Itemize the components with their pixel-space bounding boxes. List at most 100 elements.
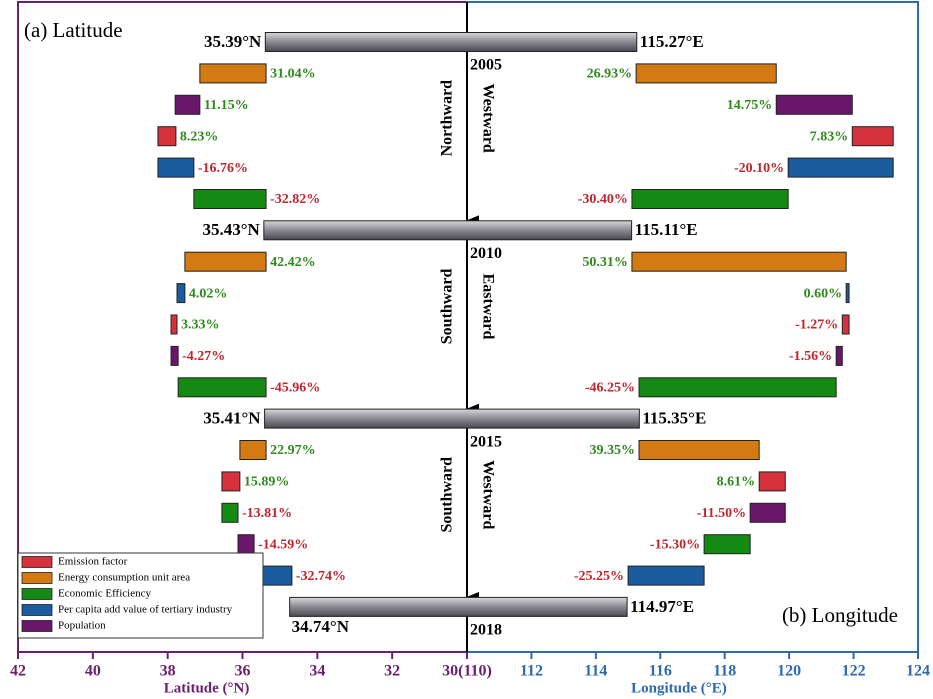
segment-label: -20.10% — [734, 161, 784, 176]
segment-bar — [184, 251, 267, 272]
segment-bar — [157, 126, 177, 147]
segment-label: -11.50% — [697, 506, 746, 521]
segment-label: -4.27% — [182, 349, 225, 364]
x-tick-label: 40 — [85, 663, 101, 680]
legend-swatch — [21, 588, 53, 600]
segment-bar — [851, 126, 894, 147]
segment-bar — [237, 534, 255, 555]
segment-bar — [835, 345, 843, 366]
x-tick-label: 122 — [842, 663, 866, 680]
panel-title: (a) Latitude — [24, 18, 123, 42]
legend-label: Per capita add value of tertiary industr… — [58, 604, 233, 616]
direction-label: Northward — [439, 80, 456, 157]
axis-title: Longitude (°E) — [631, 680, 727, 696]
segment-label: 3.33% — [181, 318, 220, 333]
segment-label: -15.30% — [650, 537, 700, 552]
legend-swatch — [21, 556, 53, 568]
segment-label: 8.23% — [180, 129, 219, 144]
segment-bar — [199, 63, 267, 84]
segment-label: 7.83% — [810, 129, 849, 144]
segment-label: -16.76% — [198, 161, 248, 176]
segment-label: 8.61% — [717, 475, 756, 490]
total-label: 35.41°N — [203, 409, 261, 428]
segment-bar — [631, 189, 789, 209]
segment-label: 15.89% — [244, 475, 290, 490]
x-tick-label: 38 — [160, 663, 176, 680]
segment-bar — [176, 283, 186, 304]
legend-box — [17, 552, 264, 639]
x-tick-label: 36 — [235, 663, 251, 680]
segment-bar — [841, 314, 850, 335]
segment-label: 22.97% — [270, 443, 316, 458]
total-bar — [264, 408, 640, 429]
total-bar — [264, 32, 638, 52]
segment-label: -13.81% — [242, 506, 292, 521]
segment-label: 4.02% — [189, 286, 228, 301]
segment-label: -25.25% — [574, 569, 624, 584]
x-tick-label: 30(110) — [442, 663, 492, 680]
segment-label: -32.74% — [296, 569, 346, 584]
segment-label: -14.59% — [258, 537, 308, 552]
legend-label: Energy consumption unit area — [58, 572, 190, 584]
segment-bar — [787, 157, 894, 178]
year-label: 2005 — [470, 57, 502, 74]
segment-bar — [221, 502, 239, 523]
segment-bar — [758, 471, 786, 492]
direction-label: Westward — [479, 83, 496, 152]
legend-swatch — [21, 620, 53, 632]
x-tick-label: 32 — [384, 663, 400, 680]
total-label: 114.97°E — [630, 597, 694, 616]
x-tick-label: 116 — [649, 663, 672, 680]
segment-bar — [638, 377, 837, 398]
segment-label: 42.42% — [270, 255, 316, 270]
total-label: 115.11°E — [635, 220, 698, 239]
segment-bar — [174, 94, 201, 115]
direction-label: Southward — [439, 269, 456, 345]
legend-label: Economic Efficiency — [58, 588, 151, 600]
segment-bar — [635, 63, 777, 84]
direction-label: Westward — [479, 460, 496, 529]
legend-label: Emission factor — [58, 556, 128, 568]
segment-bar — [627, 565, 705, 586]
segment-bar — [239, 440, 267, 460]
x-tick-label: 34 — [309, 663, 325, 680]
segment-label: -46.25% — [585, 381, 635, 396]
segment-label: 14.75% — [727, 98, 773, 113]
segment-label: -1.27% — [795, 318, 838, 333]
segment-label: 50.31% — [582, 255, 628, 270]
segment-label: 26.93% — [587, 67, 633, 82]
legend-label: Population — [58, 620, 106, 632]
segment-bar — [845, 283, 850, 304]
total-bar — [263, 220, 633, 241]
x-tick-label: 112 — [520, 663, 543, 680]
segment-bar — [703, 534, 751, 555]
segment-label: 31.04% — [270, 67, 316, 82]
legend-swatch — [21, 604, 53, 616]
legend-swatch — [21, 572, 53, 584]
segment-label: -30.40% — [578, 192, 628, 207]
segment-bar — [775, 94, 853, 115]
total-bar — [289, 596, 628, 617]
legend: Emission factor Energy consumption unit a… — [17, 552, 264, 639]
segment-label: 39.35% — [590, 443, 636, 458]
total-label: 115.27°E — [640, 32, 704, 51]
axis-title: Latitude (°N) — [164, 680, 250, 696]
total-label: 35.39°N — [204, 32, 262, 51]
total-label: 115.35°E — [642, 409, 706, 428]
segment-bar — [749, 502, 786, 523]
x-tick-label: 124 — [906, 663, 930, 680]
year-label: 2018 — [470, 622, 502, 639]
year-label: 2015 — [470, 433, 502, 450]
panel-title: (b) Longitude — [782, 603, 898, 627]
segment-bar — [631, 251, 847, 272]
year-label: 2010 — [470, 245, 502, 262]
x-tick-label: 118 — [713, 663, 736, 680]
total-label: 35.43°N — [202, 220, 260, 239]
segment-bar — [170, 314, 178, 335]
segment-label: -45.96% — [270, 381, 320, 396]
total-label: 34.74°N — [292, 617, 350, 636]
segment-label: 0.60% — [804, 286, 843, 301]
x-tick-label: 114 — [584, 663, 607, 680]
x-tick-label: 42 — [10, 663, 26, 680]
segment-bar — [638, 440, 760, 460]
